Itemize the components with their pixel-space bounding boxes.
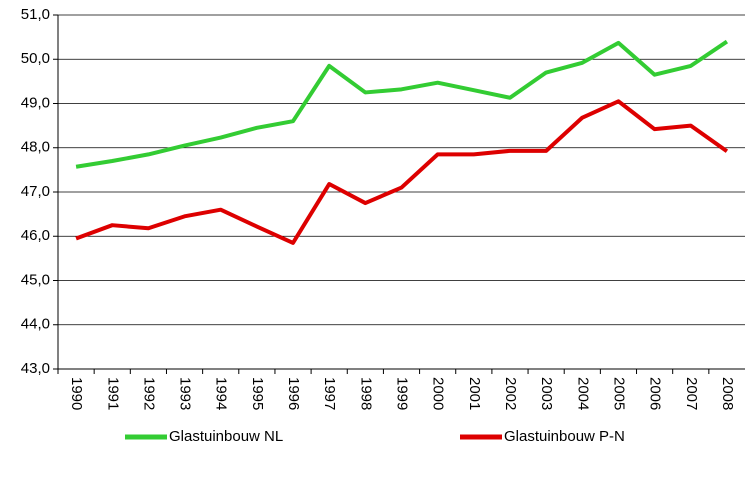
x-tick-label: 2001 xyxy=(466,377,483,410)
y-tick-label: 43,0 xyxy=(21,360,50,377)
y-tick-label: 46,0 xyxy=(21,227,50,244)
data-line xyxy=(75,39,729,169)
x-tick-label: 2007 xyxy=(683,377,700,410)
legend-label: Glastuinbouw P-N xyxy=(504,428,625,445)
y-tick-label: 47,0 xyxy=(21,183,50,200)
x-tick-label: 1998 xyxy=(357,377,374,410)
y-tick-label: 51,0 xyxy=(21,6,50,23)
x-tick-label: 2000 xyxy=(430,377,447,410)
x-tick-label: 1993 xyxy=(177,377,194,410)
legend-label: Glastuinbouw NL xyxy=(169,428,283,445)
x-tick-label: 2004 xyxy=(574,377,591,410)
x-tick-label: 1997 xyxy=(321,377,338,410)
y-tick-label: 44,0 xyxy=(21,316,50,333)
x-tick-label: 1995 xyxy=(249,377,266,410)
x-tick-label: 1992 xyxy=(140,377,157,410)
x-tick-label: 1994 xyxy=(213,377,230,410)
x-tick-label: 1990 xyxy=(68,377,85,410)
x-tick-label: 2008 xyxy=(719,377,736,410)
y-tick-label: 45,0 xyxy=(21,271,50,288)
x-tick-label: 1991 xyxy=(104,377,121,410)
x-tick-label: 2003 xyxy=(538,377,555,410)
x-tick-label: 2006 xyxy=(647,377,664,410)
x-tick-label: 2005 xyxy=(610,377,627,410)
x-tick-label: 1996 xyxy=(285,377,302,410)
x-tick-label: 1999 xyxy=(394,377,411,410)
y-tick-label: 50,0 xyxy=(21,50,50,67)
x-tick-label: 2002 xyxy=(502,377,519,410)
data-line xyxy=(75,99,729,245)
y-tick-label: 49,0 xyxy=(21,94,50,111)
y-tick-label: 48,0 xyxy=(21,139,50,156)
